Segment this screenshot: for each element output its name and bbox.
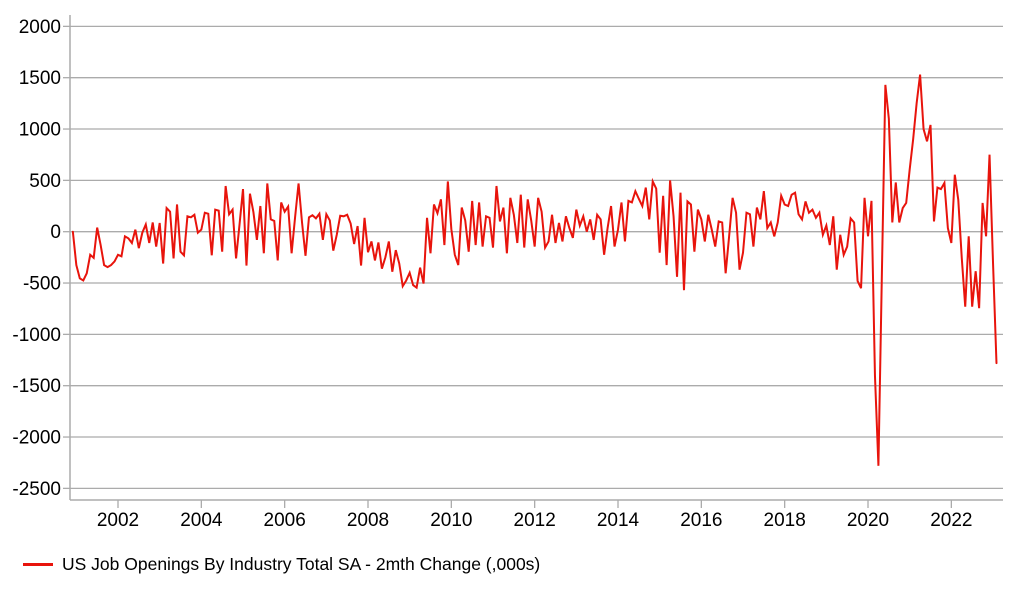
y-axis-label: 1000 (19, 120, 61, 141)
x-axis-label: 2002 (97, 510, 139, 531)
x-axis-label: 2018 (764, 510, 806, 531)
y-axis-label: -500 (23, 274, 61, 295)
x-axis-label: 2016 (680, 510, 722, 531)
x-axis-label: 2022 (930, 510, 972, 531)
y-axis-label: 2000 (19, 17, 61, 38)
y-axis-label: 1500 (19, 68, 61, 89)
x-axis-label: 2020 (847, 510, 889, 531)
y-axis-label: 0 (50, 222, 61, 243)
y-axis-label: -2500 (12, 479, 61, 500)
x-axis-label: 2010 (430, 510, 472, 531)
x-axis-label: 2012 (514, 510, 556, 531)
legend-series-label: US Job Openings By Industry Total SA - 2… (62, 554, 541, 574)
series-line (71, 74, 998, 466)
y-axis-label: -1000 (12, 325, 61, 346)
y-axis-label: -2000 (12, 428, 61, 449)
y-axis-label: -1500 (12, 376, 61, 397)
x-axis-label: 2014 (597, 510, 640, 531)
y-axis-label: 500 (29, 171, 61, 192)
x-axis-label: 2006 (264, 510, 306, 531)
x-axis-label: 2004 (180, 510, 223, 531)
chart-canvas: 2000 1500 1000 500 0 -500 -1000 -1500 -2000 -2500… (12, 15, 1003, 531)
legend: US Job Openings By Industry Total SA - 2… (23, 554, 540, 575)
x-axis-label: 2008 (347, 510, 389, 531)
legend-line-swatch (23, 563, 53, 566)
